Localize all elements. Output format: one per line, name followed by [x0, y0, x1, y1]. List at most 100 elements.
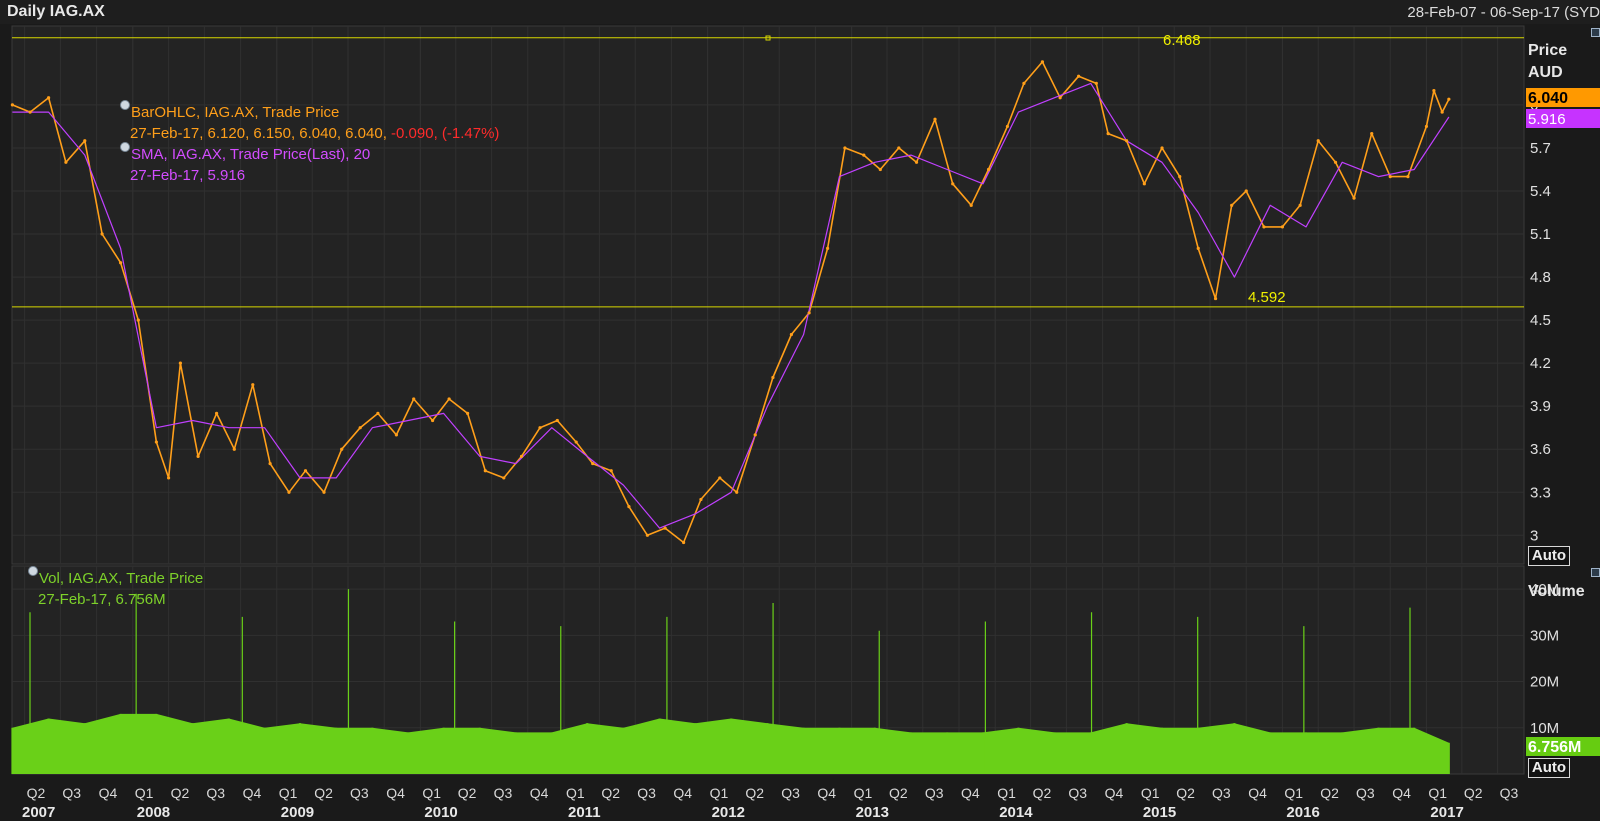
price-point — [538, 426, 542, 430]
ohlc-legend-values: 27-Feb-17, 6.120, 6.150, 6.040, 6.040, — [130, 125, 387, 142]
x-tick-quarter: Q4 — [99, 785, 118, 801]
x-tick-quarter: Q2 — [314, 785, 333, 801]
ohlc-legend-name: BarOHLC, IAG.AX, Trade Price — [131, 104, 340, 121]
price-point — [897, 146, 901, 150]
x-tick-year: 2008 — [137, 804, 170, 821]
x-tick-quarter: Q3 — [1356, 785, 1375, 801]
panel-menu-icon[interactable] — [1591, 568, 1600, 577]
ohlc-legend-change: -0.090, (-1.47%) — [391, 125, 500, 142]
x-tick-year: 2014 — [999, 804, 1033, 821]
price-point — [1213, 296, 1218, 301]
price-point — [46, 96, 51, 100]
ohlc-legend[interactable]: BarOHLC, IAG.AX, Trade Price 27-Feb-17, … — [120, 100, 500, 144]
price-point — [1244, 189, 1248, 193]
price-point — [878, 167, 882, 172]
price-point — [969, 203, 973, 207]
price-point — [1352, 196, 1356, 200]
x-tick-quarter: Q3 — [206, 785, 225, 801]
x-tick-year: 2009 — [281, 804, 314, 821]
x-tick-quarter: Q4 — [530, 785, 549, 801]
price-point — [951, 182, 955, 186]
price-point — [166, 476, 171, 480]
x-tick-quarter: Q4 — [1392, 785, 1411, 801]
price-point — [1447, 97, 1451, 101]
x-tick-quarter: Q3 — [1068, 785, 1087, 801]
x-tick-quarter: Q2 — [889, 785, 908, 801]
x-tick-quarter: Q2 — [601, 785, 620, 801]
volume-tick-label: 30M — [1530, 627, 1559, 644]
volume-auto-scale-button[interactable]: Auto — [1528, 758, 1570, 778]
price-point — [502, 476, 506, 480]
price-point — [753, 433, 757, 437]
date-range: 28-Feb-07 - 06-Sep-17 (SYD — [1407, 4, 1600, 21]
legend-bullet-icon[interactable] — [120, 100, 130, 110]
price-point — [64, 160, 68, 164]
last-volume-tag: 6.756M — [1528, 739, 1581, 756]
last-volume-tag-bg — [1526, 737, 1600, 756]
price-point — [118, 261, 123, 265]
price-point — [627, 505, 631, 509]
x-tick-year: 2013 — [856, 804, 889, 821]
price-point — [1424, 124, 1429, 129]
x-tick-year: 2016 — [1286, 804, 1319, 821]
price-point — [1316, 139, 1320, 143]
price-axis-unit: AUD — [1528, 64, 1563, 81]
price-axis-title: Price — [1528, 42, 1567, 59]
x-tick-quarter: Q3 — [1500, 785, 1519, 801]
price-point — [1022, 81, 1026, 85]
x-tick-quarter: Q3 — [494, 785, 513, 801]
volume-legend[interactable]: Vol, IAG.AX, Trade Price 27-Feb-17, 6.75… — [28, 566, 204, 610]
x-tick-quarter: Q4 — [1105, 785, 1124, 801]
x-tick-quarter: Q2 — [1464, 785, 1483, 801]
price-tick-label: 5.4 — [1530, 183, 1551, 200]
panel-menu-icon[interactable] — [1591, 28, 1600, 37]
price-point — [789, 332, 794, 337]
handle-marker — [765, 35, 771, 41]
x-tick-year: 2011 — [568, 804, 601, 821]
x-tick-year: 2012 — [712, 804, 745, 821]
price-point — [699, 497, 703, 502]
x-tick-quarter: Q1 — [135, 785, 154, 801]
x-tick-quarter: Q4 — [1248, 785, 1267, 801]
x-tick-quarter: Q4 — [243, 785, 262, 801]
price-auto-scale-button[interactable]: Auto — [1528, 546, 1570, 566]
legend-bullet-icon[interactable] — [28, 566, 38, 576]
price-tick-label: 3.9 — [1530, 398, 1551, 415]
price-point — [1406, 175, 1410, 179]
price-point — [826, 246, 830, 250]
price-point — [83, 139, 87, 143]
legend-bullet-icon[interactable] — [120, 142, 130, 152]
price-point — [178, 361, 182, 365]
x-tick-quarter: Q2 — [27, 785, 46, 801]
x-tick-quarter: Q3 — [350, 785, 369, 801]
price-point — [1077, 74, 1081, 78]
price-point — [735, 490, 739, 494]
price-point — [1280, 225, 1285, 229]
price-point — [251, 383, 255, 387]
x-tick-quarter: Q1 — [1428, 785, 1447, 801]
price-point — [1432, 88, 1436, 93]
volume-tick-label: 20M — [1530, 674, 1559, 691]
price-point — [466, 411, 470, 415]
price-point — [1298, 203, 1302, 207]
price-point — [483, 469, 487, 473]
sma-tag: 5.916 — [1528, 111, 1566, 128]
price-points — [10, 60, 1451, 545]
volume-legend-name: Vol, IAG.AX, Trade Price — [39, 570, 204, 587]
x-tick-quarter: Q1 — [997, 785, 1016, 801]
x-tick-quarter: Q4 — [673, 785, 692, 801]
x-tick-quarter: Q1 — [854, 785, 873, 801]
x-tick-quarter: Q2 — [458, 785, 477, 801]
sma-legend[interactable]: SMA, IAG.AX, Trade Price(Last), 20 27-Fe… — [120, 142, 370, 186]
price-point — [682, 540, 686, 545]
last-price-tag: 6.040 — [1528, 90, 1568, 107]
price-point — [322, 490, 326, 494]
price-point — [1333, 160, 1338, 164]
x-tick-quarter: Q1 — [710, 785, 729, 801]
sma-series — [12, 82, 1450, 529]
price-point — [1106, 132, 1110, 136]
price-tick-label: 4.8 — [1530, 269, 1551, 286]
x-tick-quarter: Q2 — [1320, 785, 1339, 801]
volume-bars — [11, 589, 1450, 774]
